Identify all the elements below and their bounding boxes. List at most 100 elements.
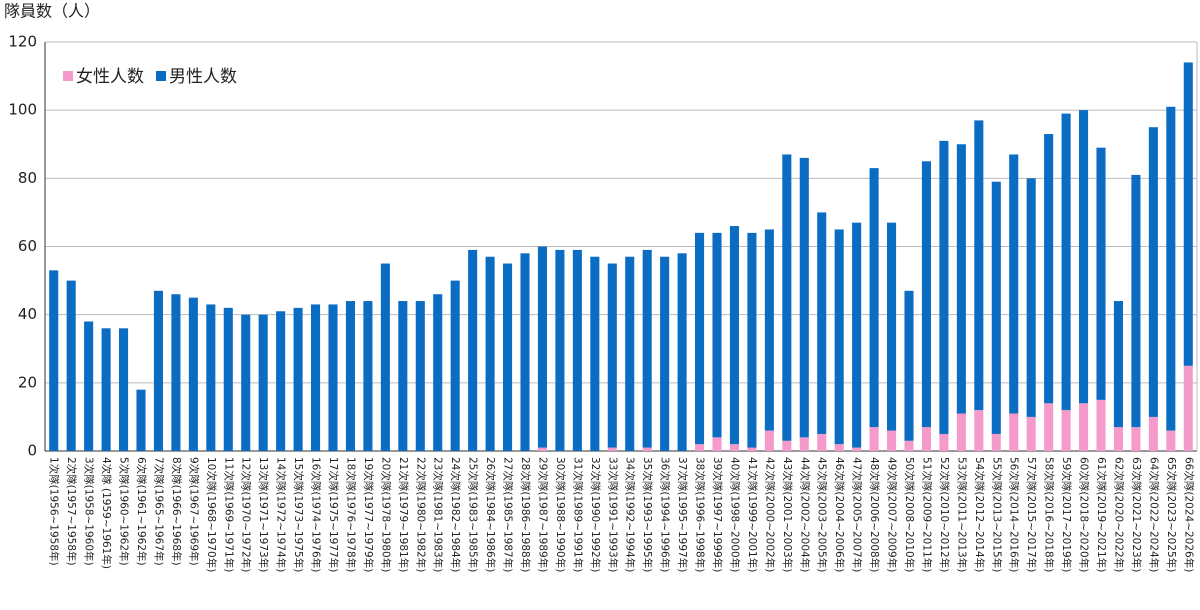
bar-segment bbox=[136, 389, 146, 451]
bar-segment bbox=[764, 229, 774, 431]
bar-segment bbox=[747, 447, 757, 451]
bar-segment bbox=[607, 263, 617, 448]
bar-segment bbox=[1183, 62, 1193, 366]
x-tick-label: 31次隊(1989~1991年) bbox=[571, 457, 584, 572]
bar-segment bbox=[258, 314, 268, 451]
bar-segment bbox=[764, 430, 774, 451]
x-tick-label: 13次隊(1971~1973年) bbox=[257, 457, 270, 572]
x-tick-label: 16次隊(1974~1976年) bbox=[310, 457, 323, 572]
bar-segment bbox=[921, 161, 931, 428]
x-tick-label: 30次隊(1988~1990年) bbox=[554, 457, 567, 572]
x-tick-label: 60次隊(2018~2020年) bbox=[1078, 457, 1091, 572]
bar-segment bbox=[799, 437, 809, 451]
bar-segment bbox=[119, 328, 129, 451]
legend-label: 男性人数 bbox=[169, 67, 237, 87]
legend-label: 女性人数 bbox=[76, 67, 144, 87]
x-tick-label: 25次隊(1983~1985年) bbox=[467, 457, 480, 572]
x-tick-label: 14次隊(1972~1974年) bbox=[275, 457, 288, 572]
legend-swatch bbox=[156, 71, 166, 81]
x-tick-label: 40次隊(1998~2000年) bbox=[728, 457, 741, 572]
x-tick-label: 6次隊(1961~1962年) bbox=[135, 457, 148, 566]
bar-segment bbox=[1096, 147, 1106, 400]
bar-segment bbox=[485, 256, 495, 451]
x-tick-label: 20次隊(1978~1980年) bbox=[379, 457, 392, 572]
bar-segment bbox=[712, 232, 722, 438]
x-tick-label: 17次隊(1975~1977年) bbox=[327, 457, 340, 572]
y-tick-label: 0 bbox=[27, 442, 37, 460]
bar-segment bbox=[782, 154, 792, 441]
bar-segment bbox=[956, 413, 966, 451]
bar-segment bbox=[572, 249, 582, 451]
bar-segment bbox=[1009, 154, 1019, 414]
y-tick-label: 80 bbox=[18, 169, 37, 187]
bar-segment bbox=[852, 447, 862, 451]
x-tick-label: 29次隊(1987~1989年) bbox=[536, 457, 549, 572]
bar-segment bbox=[712, 437, 722, 451]
bar-segment bbox=[642, 447, 652, 451]
bar-segment bbox=[1183, 365, 1193, 451]
bar-segment bbox=[345, 301, 355, 451]
x-tick-label: 63次隊(2021~2023年) bbox=[1130, 457, 1143, 572]
x-tick-label: 47次隊(2005~2007年) bbox=[851, 457, 864, 572]
bar-segment bbox=[1113, 427, 1123, 451]
x-tick-label: 27次隊(1985~1987年) bbox=[502, 457, 515, 572]
bar-segment bbox=[468, 249, 478, 451]
x-tick-label: 24次隊(1982~1984年) bbox=[449, 457, 462, 572]
x-tick-label: 5次隊(1960~1962年) bbox=[118, 457, 131, 566]
bar-segment bbox=[1148, 416, 1158, 451]
x-tick-label: 23次隊(1981~1983年) bbox=[432, 457, 445, 572]
bar-segment bbox=[433, 294, 443, 451]
bar-segment bbox=[1061, 410, 1071, 451]
bar-segment bbox=[904, 440, 914, 451]
x-tick-label: 2次隊(1957~1958年) bbox=[65, 457, 78, 566]
bar-segment bbox=[1131, 427, 1141, 451]
bar-segment bbox=[223, 307, 233, 451]
bar-segment bbox=[66, 280, 76, 451]
bar-segment bbox=[188, 297, 198, 451]
x-tick-label: 8次隊(1966~1968年) bbox=[170, 457, 183, 566]
bar-segment bbox=[1044, 403, 1054, 451]
bar-segment bbox=[171, 294, 181, 451]
bar-segment bbox=[747, 232, 757, 448]
x-tick-label: 34次隊(1992~1994年) bbox=[624, 457, 637, 572]
x-tick-label: 46次隊(2004~2006年) bbox=[833, 457, 846, 572]
bar-segment bbox=[206, 304, 216, 451]
bar-segment bbox=[1113, 301, 1123, 428]
bar-segment bbox=[834, 444, 844, 451]
bar-segment bbox=[311, 304, 321, 451]
bar-segment bbox=[1148, 127, 1158, 417]
bar-segment bbox=[729, 226, 739, 445]
bar-segment bbox=[1026, 416, 1036, 451]
x-tick-label: 18次隊(1976~1978年) bbox=[344, 457, 357, 572]
bar-segment bbox=[799, 157, 809, 438]
x-tick-label: 35次隊(1993~1995年) bbox=[641, 457, 654, 572]
y-tick-label: 120 bbox=[8, 33, 37, 51]
bar-segment bbox=[450, 280, 460, 451]
bar-segment bbox=[555, 249, 565, 451]
bar-segment bbox=[415, 301, 425, 451]
x-tick-label: 45次隊(2003~2005年) bbox=[816, 457, 829, 572]
y-tick-label: 60 bbox=[18, 237, 37, 255]
bar-segment bbox=[817, 433, 827, 451]
x-tick-label: 32次隊(1990~1992年) bbox=[589, 457, 602, 572]
bar-segment bbox=[49, 270, 59, 451]
x-tick-label: 51次隊(2009~2011年) bbox=[920, 457, 933, 572]
x-tick-label: 11次隊(1969~1971年) bbox=[222, 457, 235, 572]
bar-segment bbox=[625, 256, 635, 451]
bar-segment bbox=[677, 253, 687, 451]
x-tick-label: 62次隊(2020~2022年) bbox=[1112, 457, 1125, 572]
bar-segment bbox=[1079, 403, 1089, 451]
x-tick-label: 55次隊(2013~2015年) bbox=[990, 457, 1003, 572]
x-tick-label: 43次隊(2001~2003年) bbox=[781, 457, 794, 572]
x-tick-label: 39次隊(1997~1999年) bbox=[711, 457, 724, 572]
bar-segment bbox=[520, 253, 530, 451]
bar-segment bbox=[537, 447, 547, 451]
bar-segment bbox=[1166, 106, 1176, 431]
y-tick-label: 40 bbox=[18, 305, 37, 323]
bar-segment bbox=[939, 433, 949, 451]
bar-segment bbox=[921, 427, 931, 451]
bar-segment bbox=[607, 447, 617, 451]
bar-segment bbox=[642, 249, 652, 448]
x-tick-label: 54次隊(2012~2014年) bbox=[973, 457, 986, 572]
x-tick-label: 42次隊(2000~2002年) bbox=[763, 457, 776, 572]
